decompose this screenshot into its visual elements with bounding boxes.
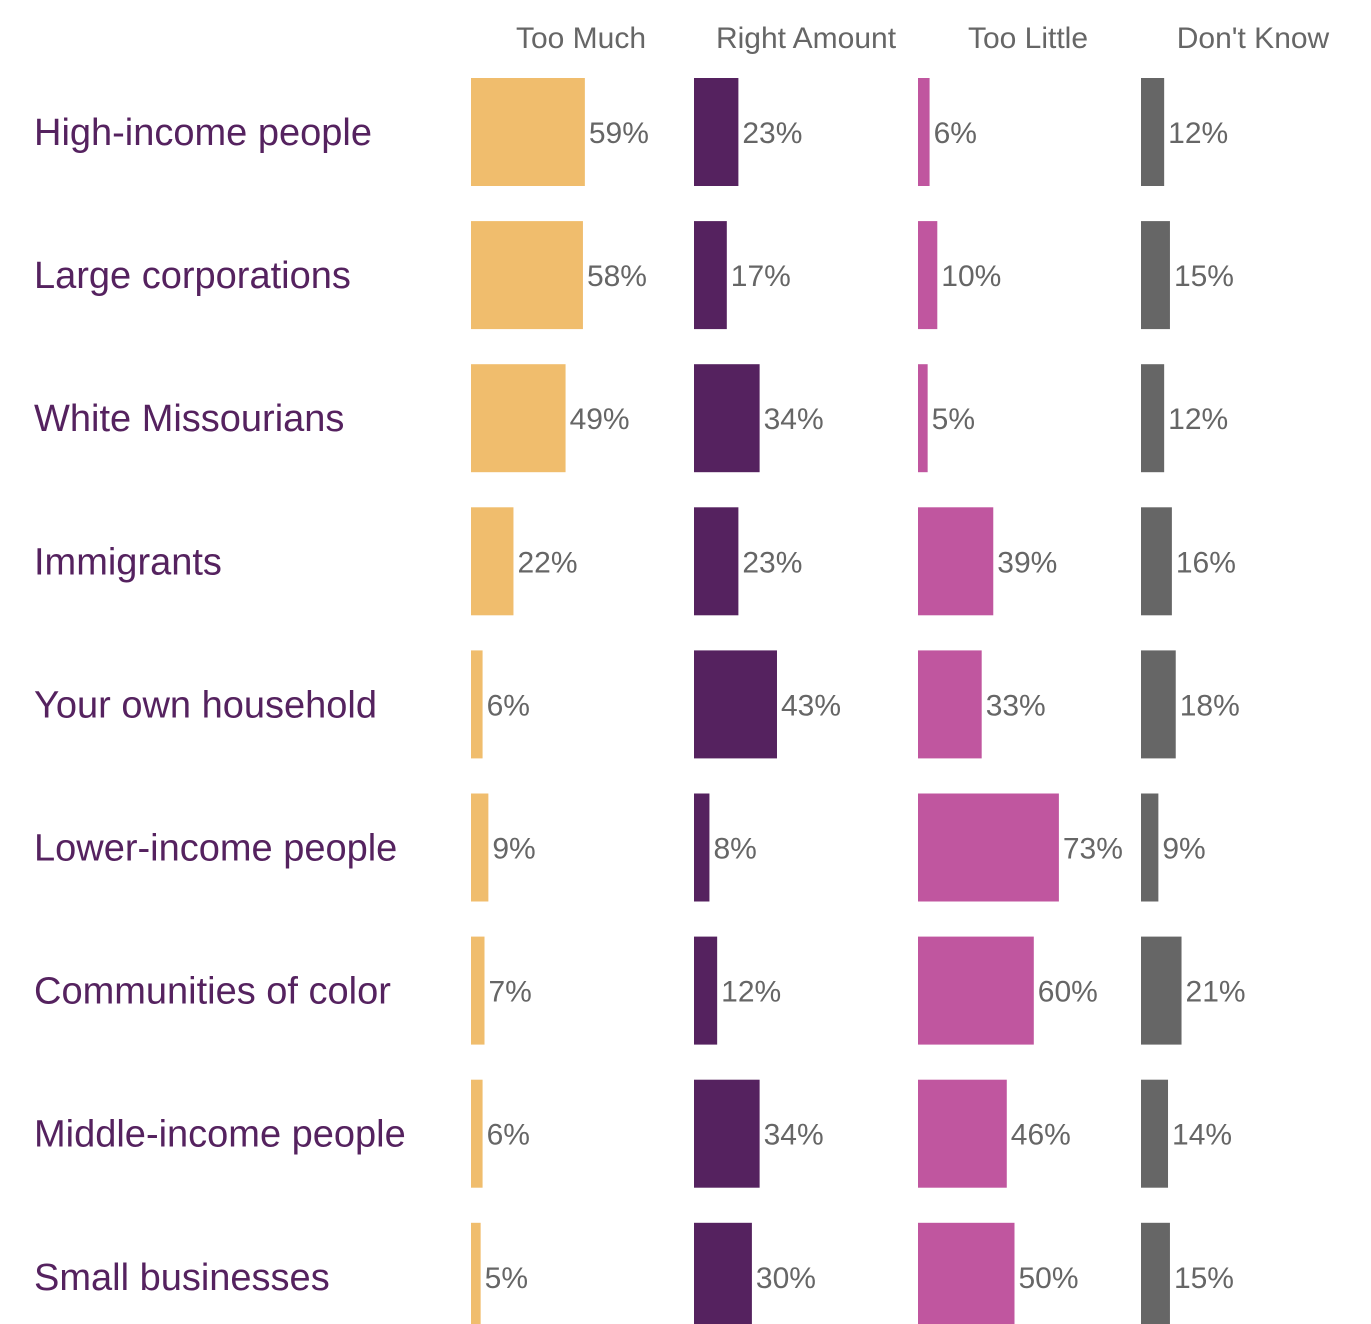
bar-too-much-your-own-household (471, 650, 483, 759)
bar-too-much-white-missourians (471, 364, 566, 473)
row-label-immigrants: Immigrants (34, 541, 222, 583)
data-label-too-much-lower-income-people: 9% (492, 833, 535, 866)
bar-too-little-white-missourians (918, 364, 928, 473)
data-label-too-little-white-missourians: 5% (932, 403, 975, 436)
data-label-right-amount-immigrants: 23% (742, 546, 802, 579)
bar-right-amount-lower-income-people (694, 793, 710, 902)
data-label-don-t-know-large-corporations: 15% (1174, 260, 1234, 293)
data-label-right-amount-your-own-household: 43% (781, 689, 841, 722)
bar-don-t-know-communities-of-color (1141, 936, 1182, 1045)
bar-right-amount-white-missourians (694, 364, 760, 473)
bar-don-t-know-white-missourians (1141, 364, 1165, 473)
bar-right-amount-high-income-people (694, 78, 739, 186)
data-label-don-t-know-small-businesses: 15% (1174, 1262, 1234, 1295)
row-label-high-income-people: High-income people (34, 112, 372, 154)
data-label-don-t-know-immigrants: 16% (1176, 546, 1236, 579)
row-label-lower-income-people: Lower-income people (34, 828, 397, 870)
data-label-too-little-small-businesses: 50% (1019, 1262, 1079, 1295)
data-label-too-little-immigrants: 39% (997, 546, 1057, 579)
bar-too-much-large-corporations (471, 221, 583, 330)
bar-right-amount-small-businesses (694, 1222, 752, 1324)
data-label-too-much-white-missourians: 49% (570, 403, 630, 436)
bar-too-much-high-income-people (471, 78, 585, 186)
data-label-too-much-immigrants: 22% (517, 546, 577, 579)
data-label-too-much-high-income-people: 59% (589, 117, 649, 150)
row-label-small-businesses: Small businesses (34, 1257, 330, 1299)
data-label-too-little-middle-income-people: 46% (1011, 1119, 1071, 1152)
data-label-too-little-communities-of-color: 60% (1038, 976, 1098, 1009)
data-label-don-t-know-white-missourians: 12% (1168, 403, 1228, 436)
bar-don-t-know-immigrants (1141, 507, 1172, 616)
bar-too-much-communities-of-color (471, 936, 485, 1045)
data-label-right-amount-large-corporations: 17% (731, 260, 791, 293)
data-label-don-t-know-your-own-household: 18% (1180, 689, 1240, 722)
bar-don-t-know-lower-income-people (1141, 793, 1159, 902)
bar-right-amount-communities-of-color (694, 936, 718, 1045)
data-label-too-little-your-own-household: 33% (986, 689, 1046, 722)
bar-right-amount-large-corporations (694, 221, 727, 330)
data-label-too-much-large-corporations: 58% (587, 260, 647, 293)
row-label-middle-income-people: Middle-income people (34, 1114, 406, 1156)
bar-too-little-large-corporations (918, 221, 938, 330)
data-label-too-little-lower-income-people: 73% (1063, 833, 1123, 866)
column-headers: Too Much Right Amount Too Little Don't Know (516, 22, 1330, 55)
bars (471, 78, 1182, 1324)
bar-too-little-lower-income-people (918, 793, 1059, 902)
bar-don-t-know-middle-income-people (1141, 1079, 1169, 1188)
data-label-don-t-know-communities-of-color: 21% (1186, 976, 1246, 1009)
data-label-right-amount-high-income-people: 23% (742, 117, 802, 150)
bar-too-much-immigrants (471, 507, 514, 616)
bar-too-little-middle-income-people (918, 1079, 1007, 1188)
bar-don-t-know-small-businesses (1141, 1222, 1170, 1324)
column-header-right-amount: Right Amount (716, 22, 897, 55)
bar-too-little-immigrants (918, 507, 994, 616)
data-label-right-amount-small-businesses: 30% (756, 1262, 816, 1295)
bar-right-amount-your-own-household (694, 650, 777, 759)
data-label-too-much-middle-income-people: 6% (487, 1119, 530, 1152)
bar-too-little-high-income-people (918, 78, 930, 186)
bar-right-amount-immigrants (694, 507, 739, 616)
data-label-too-much-your-own-household: 6% (487, 689, 530, 722)
row-labels: High-income people Large corporations Whit… (34, 112, 406, 1299)
data-label-too-much-small-businesses: 5% (485, 1262, 528, 1295)
row-label-large-corporations: Large corporations (34, 255, 351, 297)
data-label-right-amount-white-missourians: 34% (764, 403, 824, 436)
column-header-don-t-know: Don't Know (1177, 22, 1330, 55)
bar-don-t-know-your-own-household (1141, 650, 1176, 759)
row-label-your-own-household: Your own household (34, 684, 377, 726)
bar-don-t-know-high-income-people (1141, 78, 1165, 186)
data-label-don-t-know-high-income-people: 12% (1168, 117, 1228, 150)
data-label-right-amount-communities-of-color: 12% (721, 976, 781, 1009)
bar-too-little-communities-of-color (918, 936, 1034, 1045)
bar-don-t-know-large-corporations (1141, 221, 1170, 330)
data-label-too-little-large-corporations: 10% (941, 260, 1001, 293)
data-label-don-t-know-lower-income-people: 9% (1162, 833, 1205, 866)
bar-too-much-middle-income-people (471, 1079, 483, 1188)
bar-too-much-lower-income-people (471, 793, 489, 902)
bar-too-little-small-businesses (918, 1222, 1015, 1324)
row-label-communities-of-color: Communities of color (34, 971, 391, 1013)
data-label-right-amount-lower-income-people: 8% (713, 833, 756, 866)
bar-right-amount-middle-income-people (694, 1079, 760, 1188)
data-label-don-t-know-middle-income-people: 14% (1172, 1119, 1232, 1152)
data-labels: 59% 23% 6% 12% 58% 17% 10% 15% 49% 34% 5% 12% 22% 23%… (485, 117, 1246, 1295)
bar-too-much-small-businesses (471, 1222, 481, 1324)
data-label-right-amount-middle-income-people: 34% (764, 1119, 824, 1152)
column-header-too-little: Too Little (968, 22, 1088, 55)
data-label-too-little-high-income-people: 6% (934, 117, 977, 150)
column-header-too-much: Too Much (516, 22, 646, 55)
row-label-white-missourians: White Missourians (34, 398, 344, 440)
data-label-too-much-communities-of-color: 7% (489, 976, 532, 1009)
bar-too-little-your-own-household (918, 650, 982, 759)
